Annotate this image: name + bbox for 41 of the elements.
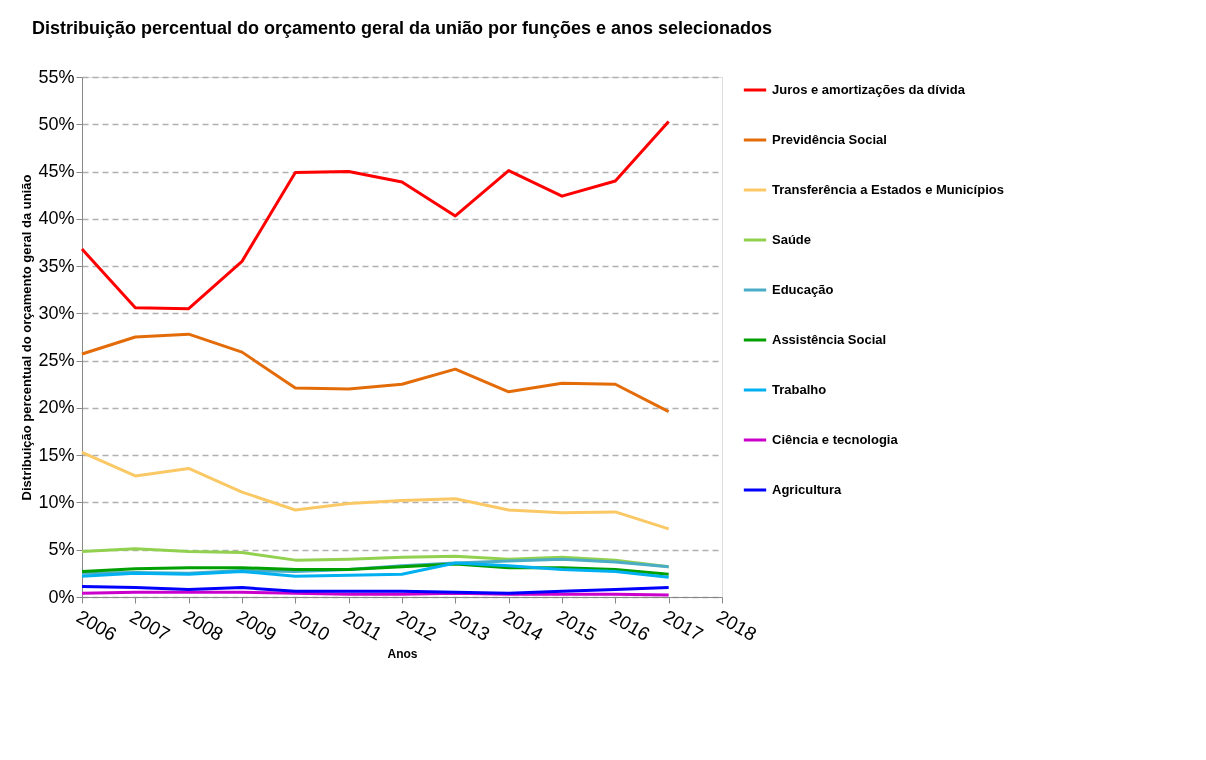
x-tick-label: 2012 xyxy=(393,605,441,646)
y-tick-label: 40% xyxy=(38,208,75,229)
x-tick-label: 2018 xyxy=(713,605,761,646)
x-tick-label: 2008 xyxy=(179,605,227,646)
legend-label: Assistência Social xyxy=(772,332,887,347)
y-tick-label: 25% xyxy=(38,350,75,371)
y-tick-label: 55% xyxy=(38,66,75,87)
legend-label: Trabalho xyxy=(772,382,827,397)
y-tick-label: 35% xyxy=(38,255,75,276)
x-tick-label: 2014 xyxy=(499,605,548,646)
x-axis-title: Anos xyxy=(387,647,418,662)
x-tick-label: 2016 xyxy=(606,605,654,646)
legend-label: Juros e amortizações da dívida xyxy=(772,82,966,97)
y-tick-label: 5% xyxy=(48,539,75,560)
x-tick-label: 2006 xyxy=(73,605,121,646)
x-tick-label: 2017 xyxy=(659,605,707,646)
y-tick-label: 30% xyxy=(38,302,75,323)
x-tick-label: 2009 xyxy=(233,605,281,646)
line-series xyxy=(80,119,671,311)
legend-label: Agricultura xyxy=(772,482,843,497)
y-tick-label: 10% xyxy=(38,491,75,512)
x-tick-label: 2013 xyxy=(446,605,494,646)
line-series xyxy=(80,332,671,414)
y-axis-title: Distribuição percentual do orçamento geral da união xyxy=(19,174,35,501)
legend-label: Ciência e tecnologia xyxy=(772,432,899,447)
y-tick-label: 0% xyxy=(48,586,75,607)
x-tick-label: 2015 xyxy=(553,605,601,646)
legend-label: Transferência a Estados e Municípios xyxy=(772,182,1004,197)
legend-label: Educação xyxy=(772,282,834,297)
line-series xyxy=(80,585,671,595)
x-tick-label: 2011 xyxy=(339,605,386,645)
y-tick-label: 15% xyxy=(38,444,75,465)
y-tick-label: 50% xyxy=(38,113,75,134)
legend-label: Saúde xyxy=(772,232,812,247)
chart-title: Distribuição percentual do orçamento geral da união por funções e anos selecionados xyxy=(31,18,773,38)
y-tick-label: 20% xyxy=(38,397,75,418)
line-series xyxy=(80,450,671,531)
legend-label: Previdência Social xyxy=(772,132,887,147)
x-tick-label: 2010 xyxy=(286,605,334,646)
x-tick-label: 2007 xyxy=(126,605,174,646)
y-tick-label: 45% xyxy=(38,161,75,182)
